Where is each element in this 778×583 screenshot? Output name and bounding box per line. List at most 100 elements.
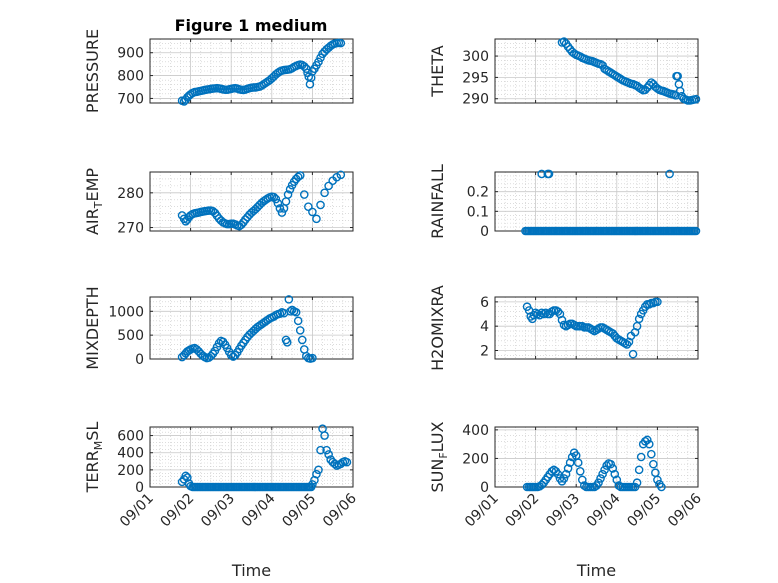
x-tick-label: 09/05 <box>624 491 664 531</box>
data-point <box>608 464 618 473</box>
data-point <box>573 458 583 468</box>
axes-rainfall: 0 0.1 0.2 RAINFALL <box>428 164 701 240</box>
data-point <box>563 464 573 473</box>
axes-air-temp: 270 280 AIRTEMP <box>83 168 354 237</box>
y-axis-label: AIRTEMP <box>83 168 105 235</box>
data-point <box>671 91 680 100</box>
x-tick-label: 09/06 <box>665 490 705 530</box>
y-axis-label: SUNFLUX <box>428 421 450 492</box>
y-axis-label: THETA <box>428 45 447 97</box>
data-point <box>181 471 191 481</box>
data-point <box>293 172 303 182</box>
y-tick-label: 4 <box>480 319 489 335</box>
data-point <box>657 482 666 492</box>
data-point <box>293 316 303 326</box>
y-axis-label: H2OMIXRA <box>428 285 447 371</box>
data-point <box>275 204 285 213</box>
x-axis-label: Time <box>231 561 271 580</box>
data-point <box>342 457 352 467</box>
data-point <box>561 469 571 479</box>
x-tick-label: 09/04 <box>239 490 279 530</box>
x-tick-label: 09/03 <box>543 491 583 531</box>
data-point <box>596 474 605 483</box>
y-tick-label: 0.1 <box>467 204 489 220</box>
x-tick-label: 09/05 <box>279 491 319 531</box>
data-point <box>320 431 329 440</box>
y-axis-label: RAINFALL <box>428 164 447 239</box>
data-point <box>316 200 325 210</box>
x-tick-label: 09/03 <box>198 491 238 531</box>
data-point <box>316 445 325 455</box>
axes-sun-flux: 0 200 400 09/01 09/02 09/03 09/04 09/05 09/06 Tim… <box>428 421 705 580</box>
data-point <box>691 94 701 104</box>
y-axis-label: TERRMSL <box>83 422 105 494</box>
y-tick-label: 700 <box>117 91 144 107</box>
y-tick-label: 280 <box>117 186 144 202</box>
data-point <box>336 38 346 48</box>
data-point <box>314 465 323 475</box>
data-point <box>606 459 616 469</box>
y-tick-label: 0.2 <box>467 185 489 201</box>
x-axis-label: Time <box>576 561 616 580</box>
data-point <box>610 469 620 479</box>
data-point <box>634 314 644 324</box>
data-point <box>183 473 192 482</box>
axis-box-theta <box>494 38 699 104</box>
data-point <box>673 71 683 81</box>
data-point <box>632 478 642 488</box>
y-tick-label: 600 <box>117 429 144 445</box>
data-point <box>322 445 331 455</box>
data-point <box>642 435 652 445</box>
data-point <box>291 307 301 317</box>
y-tick-label: 270 <box>117 221 144 237</box>
data-point <box>312 469 321 479</box>
data-point <box>308 207 317 217</box>
data-point <box>299 190 309 199</box>
y-tick-label: 200 <box>462 451 489 467</box>
y-tick-label: 400 <box>117 446 144 462</box>
data-point <box>675 86 685 96</box>
x-tick-label: 09/01 <box>117 491 157 531</box>
y-tick-label: 500 <box>117 328 144 344</box>
data-point <box>553 469 563 479</box>
data-point <box>284 295 294 304</box>
data-point <box>312 214 321 224</box>
data-point <box>314 57 323 67</box>
data-point <box>600 465 609 475</box>
axis-box-pressure <box>149 38 354 104</box>
data-point <box>557 315 567 325</box>
data-point <box>295 171 305 180</box>
y-tick-label: 0 <box>135 352 144 368</box>
plot-area-rainfall <box>495 172 698 231</box>
data-point <box>565 458 575 468</box>
data-point <box>630 482 640 492</box>
data-point <box>636 452 646 462</box>
y-tick-label: 0 <box>480 224 489 240</box>
data-point <box>559 474 569 483</box>
data-point <box>598 469 607 479</box>
data-point <box>308 353 317 363</box>
data-point <box>665 169 674 179</box>
x-tick-label: 09/04 <box>584 490 624 530</box>
data-point <box>330 459 340 469</box>
axes-theta: 290 295 300 THETA <box>428 37 701 108</box>
data-point <box>283 190 293 199</box>
data-point <box>580 481 589 490</box>
data-point <box>647 449 656 459</box>
data-point <box>308 480 317 489</box>
y-tick-label: 6 <box>480 295 489 311</box>
data-point <box>644 439 654 449</box>
y-tick-label: 200 <box>117 463 144 479</box>
data-point <box>553 307 563 316</box>
data-point <box>282 338 292 347</box>
data-point <box>304 202 313 212</box>
data-point <box>336 170 346 180</box>
data-point <box>634 465 644 475</box>
data-point <box>644 80 654 90</box>
data-point <box>622 340 632 349</box>
y-tick-label: 0 <box>135 480 144 496</box>
data-point <box>628 349 638 359</box>
data-point <box>186 481 195 491</box>
x-tick-label: 09/01 <box>462 491 502 531</box>
